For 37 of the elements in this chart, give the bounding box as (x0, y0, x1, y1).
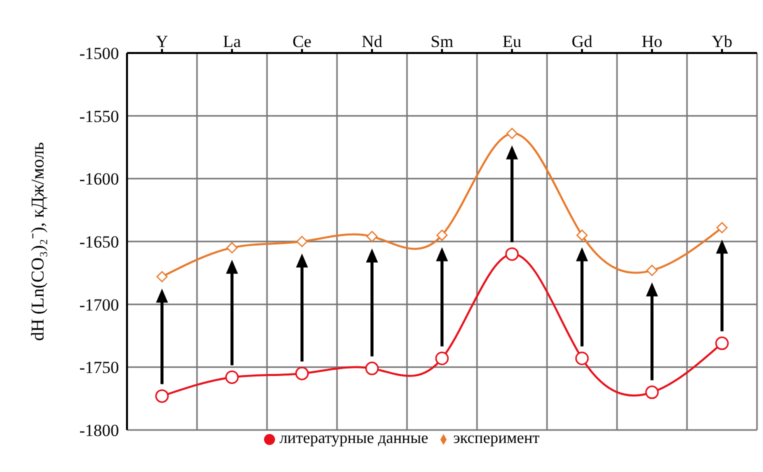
point (645, 386, 659, 400)
x-tick-label: Y (156, 32, 168, 51)
x-tick-label: Eu (502, 32, 522, 51)
x-tick-label: Gd (572, 32, 593, 51)
point (575, 352, 589, 366)
point (436, 230, 448, 241)
point (225, 370, 239, 384)
point (366, 230, 378, 242)
x-tick-label: Sm (430, 32, 454, 51)
y-tick-label: -1500 (79, 44, 119, 64)
y-tick-label: -1600 (79, 170, 119, 189)
point (226, 242, 238, 254)
point (295, 366, 309, 380)
point (365, 362, 379, 376)
point (576, 230, 588, 241)
point (435, 352, 449, 366)
point (506, 128, 518, 140)
point (296, 236, 308, 248)
x-tick-label: Nd (362, 32, 383, 51)
legend-label: эксперимент (453, 430, 540, 447)
x-tick-label: Ce (292, 32, 312, 51)
point (715, 336, 729, 350)
y-tick-label: -1750 (79, 358, 119, 378)
y-tick-label: -1700 (79, 295, 119, 314)
point (155, 389, 169, 403)
y-tick-label: -1800 (79, 421, 119, 440)
x-tick-label: Yb (712, 32, 732, 51)
legend-label: литературные данные (279, 430, 428, 447)
y-tick-label: -1650 (79, 232, 119, 252)
point (716, 222, 728, 234)
x-tick-label: Ho (642, 32, 662, 51)
point (646, 264, 658, 276)
y-axis-title: dH (Ln(CO₃)₂⁻), кДж/моль (27, 142, 48, 341)
x-tick-label: La (223, 32, 242, 51)
point (156, 271, 168, 282)
y-tick-label: -1550 (79, 106, 119, 126)
point (505, 247, 519, 261)
